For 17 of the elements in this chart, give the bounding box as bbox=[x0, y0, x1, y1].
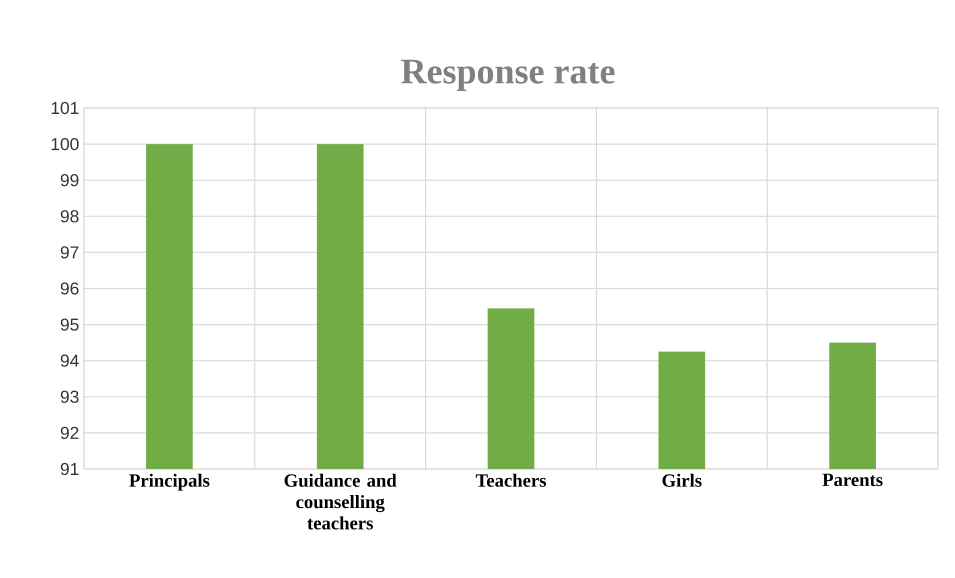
x-tick-label: Girls bbox=[662, 474, 702, 487]
y-tick-label: 99 bbox=[60, 174, 78, 186]
chart-title: Response rate bbox=[401, 60, 615, 91]
x-tick-label: Teachers bbox=[476, 474, 546, 487]
y-tick-label: 95 bbox=[60, 318, 79, 331]
y-tick-label: 96 bbox=[60, 282, 79, 295]
y-tick-label: 93 bbox=[60, 390, 79, 403]
y-tick-label: 98 bbox=[60, 210, 79, 222]
y-tick-label: 101 bbox=[52, 102, 78, 114]
y-tick-label: 94 bbox=[60, 354, 79, 367]
x-tick-label: Guidance and counselling teachers bbox=[284, 474, 397, 530]
y-tick-label: 100 bbox=[52, 138, 79, 150]
x-tick-label: Parents bbox=[822, 474, 883, 486]
y-tick-label: 97 bbox=[60, 246, 78, 259]
y-tick-label: 91 bbox=[60, 462, 78, 476]
x-tick-label: Principals bbox=[129, 474, 210, 491]
y-tick-label: 92 bbox=[60, 426, 78, 440]
